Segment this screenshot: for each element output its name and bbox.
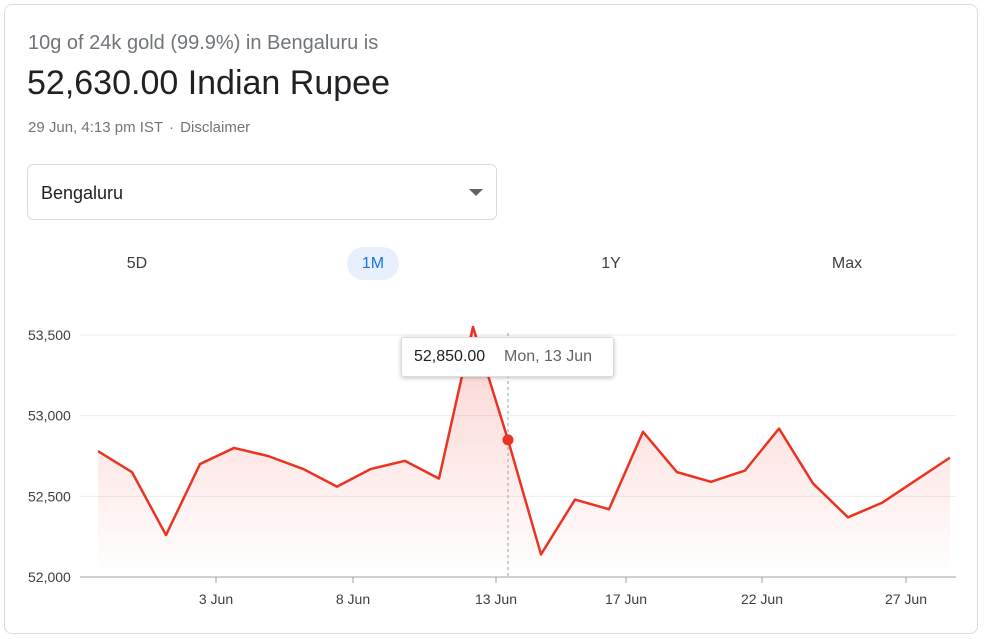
timestamp: 29 Jun, 4:13 pm IST bbox=[28, 119, 163, 136]
chevron-down-icon bbox=[469, 189, 483, 196]
chart-tooltip: 52,850.00 Mon, 13 Jun bbox=[401, 337, 614, 377]
tab-5d[interactable]: 5D bbox=[126, 255, 148, 272]
hover-point bbox=[502, 434, 514, 446]
y-tick-label: 52,500 bbox=[28, 488, 71, 504]
price-line bbox=[97, 325, 951, 556]
y-tick-label: 53,500 bbox=[28, 327, 71, 343]
tooltip-value: 52,850.00 bbox=[414, 348, 486, 365]
disclaimer-link[interactable]: Disclaimer bbox=[180, 119, 251, 136]
tab-1y[interactable]: 1Y bbox=[601, 255, 621, 272]
y-tick-label: 52,000 bbox=[28, 569, 71, 585]
x-tick-label: 8 Jun bbox=[336, 591, 370, 607]
x-tick-label: 22 Jun bbox=[741, 591, 783, 607]
price-value: 52,630.00 Indian Rupee bbox=[27, 64, 390, 102]
price-meta: 29 Jun, 4:13 pm IST · Disclaimer bbox=[28, 119, 250, 136]
x-tick-label: 3 Jun bbox=[199, 591, 233, 607]
query-subtitle: 10g of 24k gold (99.9%) in Bengaluru is bbox=[28, 32, 379, 54]
tooltip-date: Mon, 13 Jun bbox=[504, 348, 593, 365]
x-tick-label: 13 Jun bbox=[475, 591, 517, 607]
tab-max[interactable]: Max bbox=[831, 255, 863, 272]
location-select[interactable]: Bengaluru bbox=[27, 164, 497, 220]
location-select-value: Bengaluru bbox=[41, 183, 124, 203]
tab-1m[interactable]: 1M bbox=[347, 247, 399, 280]
y-tick-label: 53,000 bbox=[28, 408, 71, 424]
meta-separator: · bbox=[168, 119, 174, 136]
x-tick-label: 27 Jun bbox=[885, 591, 927, 607]
x-tick-label: 17 Jun bbox=[605, 591, 647, 607]
price-area bbox=[98, 326, 950, 577]
